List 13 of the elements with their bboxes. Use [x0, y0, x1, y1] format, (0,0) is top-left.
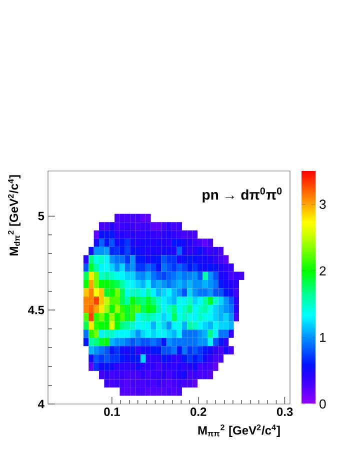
y-tick-label: 5	[38, 212, 44, 220]
color-bar-label: 0	[320, 399, 326, 409]
color-bar-label: 2	[320, 266, 326, 276]
x-axis-title: M$_{ππ}$$^{2}$ [GeV$^{2}$/c$^{4}$]	[198, 424, 280, 437]
y-tick-label: 4.5	[28, 306, 44, 314]
x-tick-label: 0.1	[104, 408, 120, 416]
color-bar-label: 1	[320, 332, 326, 342]
y-tick-label: 4	[38, 400, 44, 408]
x-tick-label: 0.3	[276, 408, 293, 416]
color-bar-label: 3	[320, 200, 326, 209]
x-tick-label: 0.2	[190, 408, 206, 416]
y-axis-title: M$_{dπ}$$^{2}$ [GeV$^{2}$/c$^{4}$]	[8, 175, 20, 256]
annotation: pn → dπ$^{0}$π$^{0}$	[202, 188, 282, 202]
